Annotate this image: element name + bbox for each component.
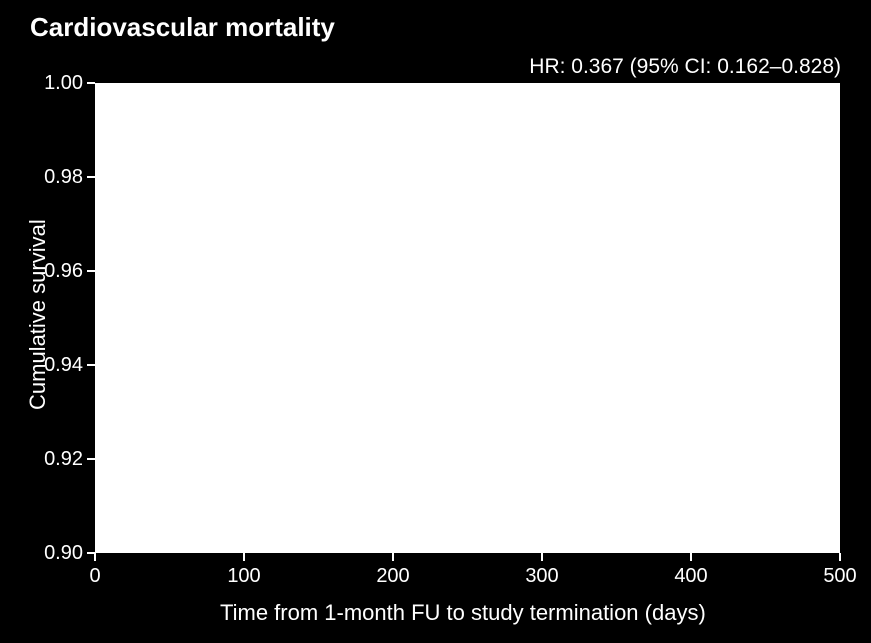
x-tick-label: 0: [89, 565, 100, 588]
x-tick: [541, 553, 543, 561]
y-tick-label: 0.92: [33, 448, 83, 471]
x-tick: [94, 553, 96, 561]
x-tick-label: 100: [227, 565, 260, 588]
x-tick: [243, 553, 245, 561]
x-tick: [839, 553, 841, 561]
y-tick: [87, 458, 95, 460]
x-tick: [392, 553, 394, 561]
y-tick-label: 0.96: [33, 260, 83, 283]
x-tick-label: 500: [823, 565, 856, 588]
y-tick-label: 0.90: [33, 542, 83, 565]
x-tick-label: 300: [525, 565, 558, 588]
x-axis-label: Time from 1-month FU to study terminatio…: [220, 600, 706, 626]
y-tick-label: 0.98: [33, 166, 83, 189]
y-tick: [87, 82, 95, 84]
chart-title: Cardiovascular mortality: [30, 12, 335, 43]
x-tick: [690, 553, 692, 561]
hazard-ratio-annotation: HR: 0.367 (95% CI: 0.162–0.828): [529, 55, 841, 79]
plot-area: [95, 83, 840, 553]
x-tick-label: 400: [674, 565, 707, 588]
y-tick: [87, 364, 95, 366]
y-tick: [87, 270, 95, 272]
y-tick-label: 1.00: [33, 72, 83, 95]
x-tick-label: 200: [376, 565, 409, 588]
y-tick-label: 0.94: [33, 354, 83, 377]
y-axis-label: Cumulative survival: [25, 219, 51, 410]
y-tick: [87, 176, 95, 178]
